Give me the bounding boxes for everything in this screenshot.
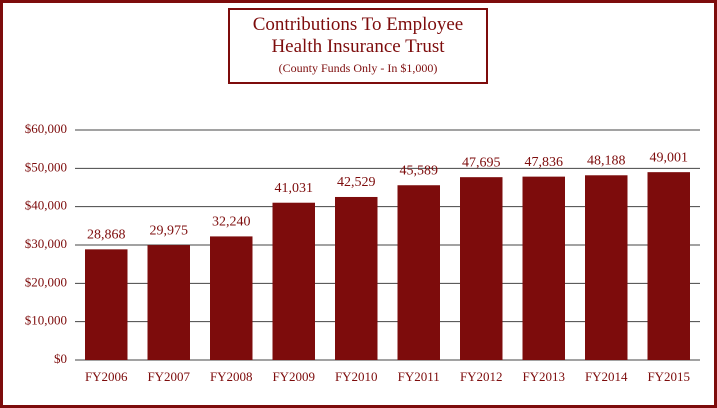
value-label: 29,975 [150, 223, 189, 238]
y-tick-label: $10,000 [25, 313, 67, 328]
x-tick-label: FY2012 [460, 369, 503, 384]
bar [397, 185, 440, 360]
y-tick-label: $60,000 [25, 121, 67, 136]
x-tick-label: FY2009 [272, 369, 315, 384]
x-tick-label: FY2010 [335, 369, 378, 384]
chart-subtitle: (County Funds Only - In $1,000) [278, 61, 438, 75]
y-tick-label: $0 [54, 351, 67, 366]
bar [335, 196, 378, 360]
x-tick-label: FY2015 [647, 369, 690, 384]
value-label: 42,529 [337, 175, 376, 190]
x-tick-label: FY2006 [85, 369, 128, 384]
value-label: 45,589 [400, 163, 439, 178]
y-tick-label: $30,000 [25, 236, 67, 251]
value-label: 28,868 [87, 228, 126, 243]
value-label: 47,836 [525, 155, 564, 170]
x-tick-label: FY2007 [147, 369, 190, 384]
y-tick-label: $20,000 [25, 274, 67, 289]
bar [85, 249, 128, 360]
value-label: 32,240 [212, 215, 251, 230]
x-tick-label: FY2008 [210, 369, 253, 384]
title-box: Contributions To Employee Health Insuran… [228, 8, 488, 84]
bar [522, 176, 565, 360]
y-tick-label: $50,000 [25, 159, 67, 174]
bar [272, 202, 315, 360]
bar [585, 175, 628, 360]
chart-title: Contributions To Employee Health Insuran… [252, 14, 464, 57]
value-label: 48,188 [587, 153, 626, 168]
bar [460, 177, 503, 360]
bar [210, 236, 253, 360]
value-label: 49,001 [650, 150, 689, 165]
value-label: 41,031 [275, 181, 314, 196]
value-label: 47,695 [462, 155, 501, 170]
y-tick-label: $40,000 [25, 198, 67, 213]
bar [147, 245, 190, 360]
x-tick-label: FY2014 [585, 369, 628, 384]
bar [647, 172, 690, 360]
x-tick-label: FY2013 [522, 369, 565, 384]
x-tick-label: FY2011 [398, 369, 440, 384]
